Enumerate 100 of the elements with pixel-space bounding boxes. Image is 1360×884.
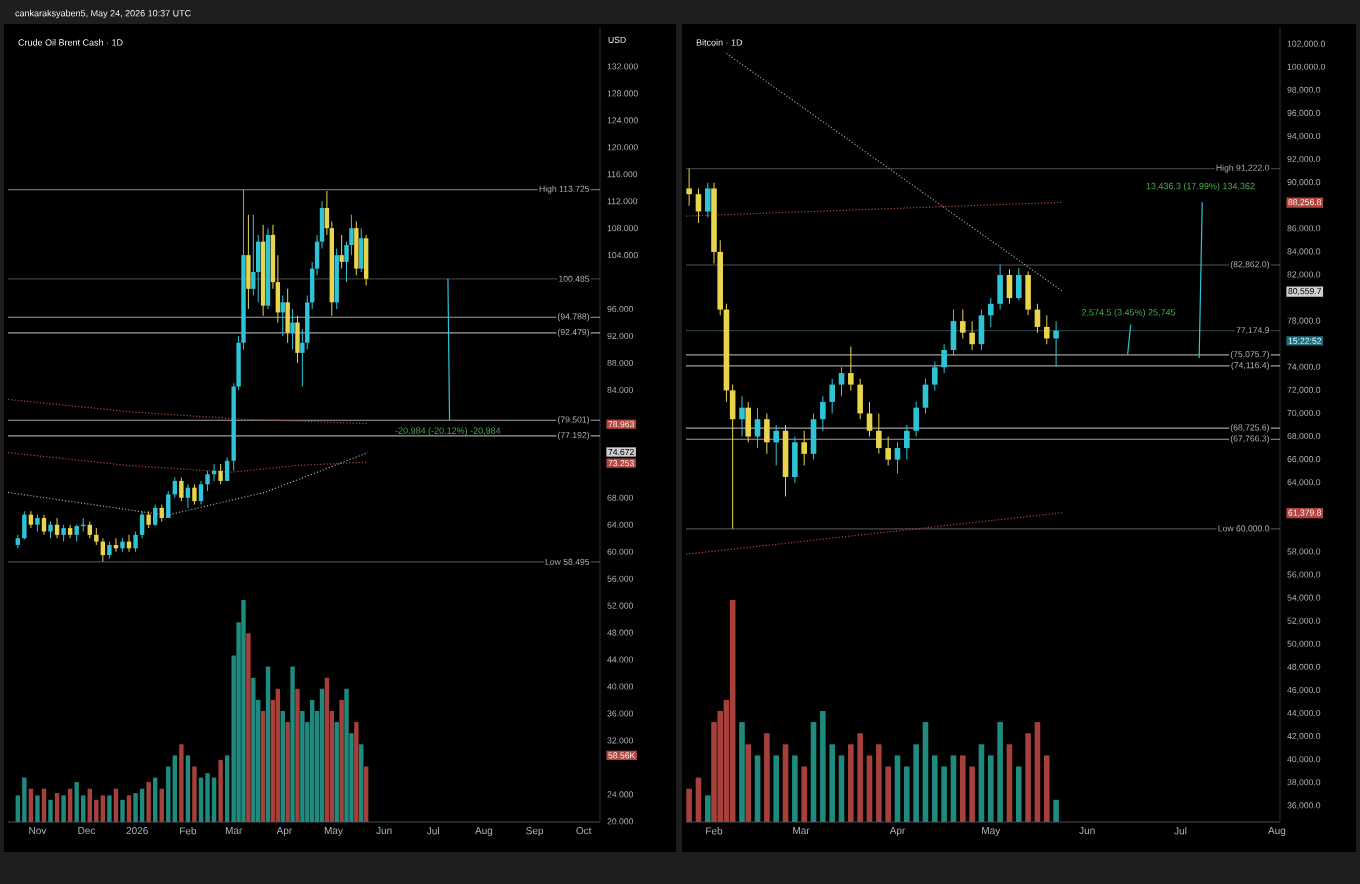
bar [1053,799,1059,822]
candlestick [295,315,300,364]
candlestick [192,483,197,506]
bar [205,773,210,822]
candlestick [764,412,770,455]
candlestick [829,378,835,414]
bar [179,744,184,822]
candlestick [820,395,826,432]
bar [35,795,40,822]
bar [319,688,325,822]
candlestick [904,424,910,461]
bar [159,788,164,822]
bar [126,795,132,822]
candlestick [1025,271,1031,316]
bar [67,788,73,822]
bar [54,793,60,822]
bar [1006,744,1013,822]
candlestick [997,264,1003,311]
candlestick [932,361,938,391]
line-series [7,398,369,425]
candlestick [152,504,158,527]
bar [309,699,315,822]
candlestick [695,187,702,224]
bar [120,799,125,822]
bar [251,677,256,822]
bar [113,788,119,822]
candlestick [198,480,204,506]
bar [782,744,789,822]
bar [950,755,957,822]
bar [87,788,92,822]
bar [290,666,295,822]
bar [978,744,985,822]
bar [192,766,197,822]
bar [185,755,191,822]
candlestick [354,220,359,276]
candlestick [359,227,364,273]
bar [61,795,66,822]
candlestick [978,309,985,351]
bar [100,795,106,822]
candlestick [67,524,73,539]
bar [280,711,285,822]
bar [1015,766,1022,822]
candlestick [246,214,251,310]
candlestick [801,430,807,466]
candlestick [754,407,761,449]
candlestick [1053,320,1059,367]
candlestick [857,378,863,420]
bar [146,782,151,822]
bar [74,782,79,822]
bar [754,755,761,822]
bar [334,722,339,822]
bar [265,666,271,822]
bar [172,755,178,822]
candlestick [866,401,873,438]
bar [211,777,217,822]
bar [1025,733,1031,822]
candlestick [885,436,891,466]
candlestick [745,401,752,443]
bar [363,766,369,822]
candlestick [987,297,994,328]
bar [894,755,901,822]
candlestick [339,234,344,270]
candlestick [739,395,745,438]
bar [198,777,204,822]
candlestick [913,401,919,438]
candlestick [179,477,184,502]
candlestick [894,441,901,474]
candlestick [773,424,779,466]
bar [22,777,27,822]
bar [792,755,798,822]
candlestick [686,168,692,207]
bar [285,722,290,822]
bar [107,795,112,822]
bar [704,795,711,822]
line-series [7,452,369,473]
bar [300,711,305,822]
bar [152,777,158,822]
bar [241,600,246,822]
bar [1043,755,1050,822]
bar [139,788,145,822]
candlestick [363,234,369,286]
bar [28,788,34,822]
candlestick [950,309,957,357]
candlestick [960,309,966,339]
candlestick [941,343,947,374]
bar [354,722,359,822]
candlestick [876,412,882,455]
bar [801,766,807,822]
candlestick [969,320,975,351]
bar [275,688,281,822]
bar [764,733,770,822]
bar [866,755,873,822]
bar [246,633,251,822]
bar [773,755,779,822]
candlestick [251,214,256,297]
bar [324,677,330,822]
bar [686,788,692,822]
candlestick [290,308,295,350]
bar [41,788,47,822]
bar [48,799,53,822]
